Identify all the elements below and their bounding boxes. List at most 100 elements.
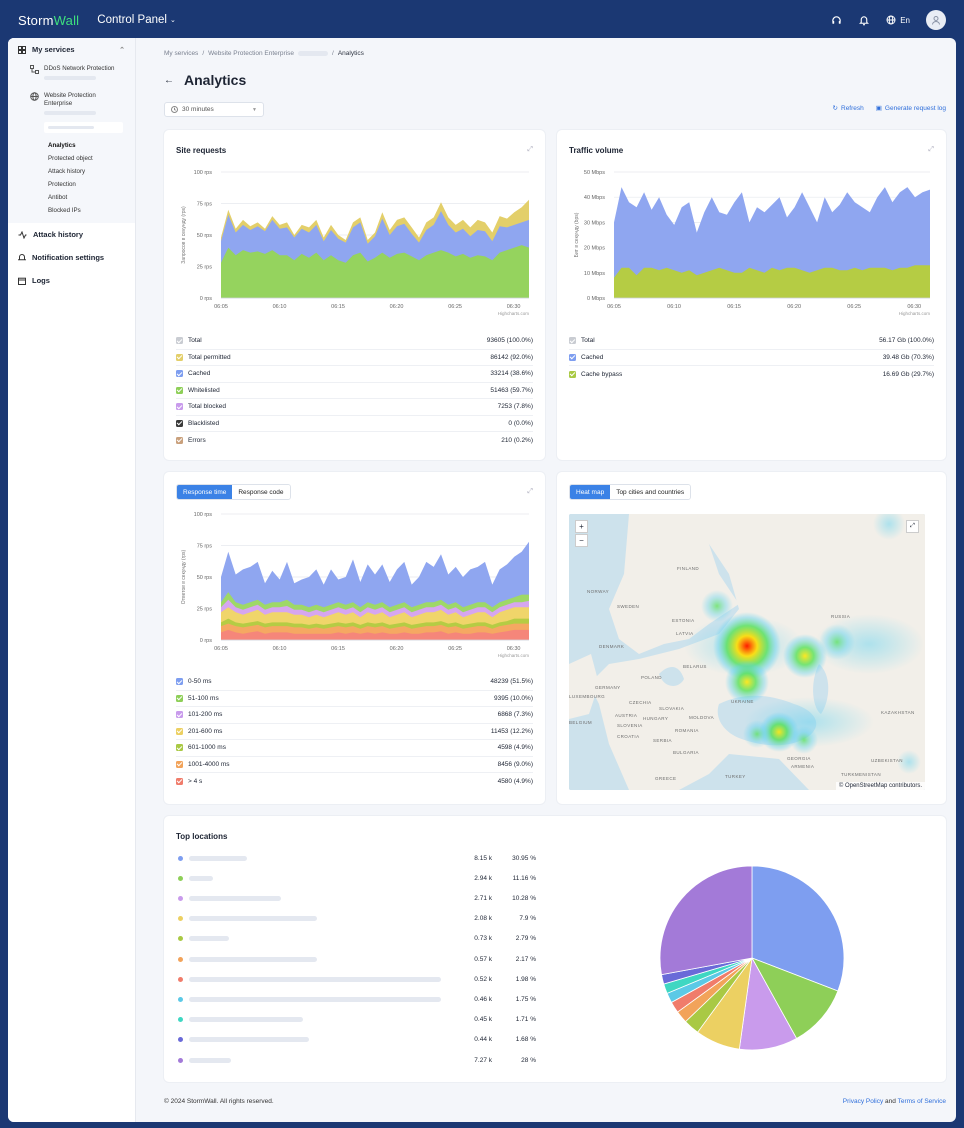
legend-row[interactable]: > 4 s 4580 (4.9%) — [176, 773, 533, 790]
period-select[interactable]: 30 minutes ▼ — [164, 102, 264, 117]
legend-row[interactable]: 101-200 ms 6868 (7.3%) — [176, 707, 533, 724]
checkbox-icon[interactable] — [176, 760, 183, 768]
sidebar-sub-blocked-ips[interactable]: Blocked IPs — [48, 207, 81, 215]
checkbox-icon[interactable] — [176, 337, 183, 345]
stormwall-logo[interactable]: Storm Wall — [18, 13, 79, 28]
refresh-button[interactable]: ↻ Refresh — [833, 104, 864, 113]
checkbox-icon[interactable] — [176, 403, 183, 411]
highcharts-credit[interactable]: Highcharts.com — [498, 653, 530, 658]
sidebar-sub-attack-history[interactable]: Attack history — [48, 168, 86, 176]
series-area[interactable] — [221, 245, 529, 298]
pie-slice[interactable] — [751, 957, 839, 1040]
map-label: HUNGARY — [643, 716, 669, 721]
sidebar-item-notification-settings[interactable]: Notification settings — [8, 246, 135, 269]
privacy-link[interactable]: Privacy Policy — [842, 1098, 884, 1105]
control-panel-menu[interactable]: Control Panel ⌄ — [97, 14, 176, 26]
expand-icon[interactable]: ⤢ — [527, 488, 533, 495]
sidebar-item-my-services[interactable]: My services ⌃ — [8, 38, 135, 61]
series-area[interactable] — [221, 629, 529, 640]
checkbox-icon[interactable] — [176, 727, 183, 735]
list-item[interactable]: 0.73 k 2.79 % — [178, 929, 538, 949]
checkbox-icon[interactable] — [176, 678, 183, 686]
expand-icon[interactable]: ⤢ — [928, 146, 934, 153]
checkbox-icon[interactable] — [176, 777, 183, 785]
list-item[interactable]: 0.57 k 2.17 % — [178, 949, 538, 969]
breadcrumb-service[interactable]: Website Protection Enterprise — [208, 50, 294, 57]
sidebar-service-wpe[interactable]: Website Protection Enterprise — [8, 84, 135, 119]
sidebar-sub-analytics[interactable]: Analytics — [48, 142, 76, 150]
top-bar: Storm Wall Control Panel ⌄ En — [0, 0, 964, 40]
highcharts-credit[interactable]: Highcharts.com — [498, 311, 530, 316]
legend-row[interactable]: Total 93605 (100.0%) — [176, 333, 533, 350]
bell-icon[interactable] — [858, 14, 870, 26]
checkbox-icon[interactable] — [176, 694, 183, 702]
legend-row[interactable]: 0-50 ms 48239 (51.5%) — [176, 674, 533, 691]
sidebar-service-ddos[interactable]: DDoS Network Protection — [8, 61, 135, 84]
tab-heat-map[interactable]: Heat map — [570, 485, 611, 499]
tab-top-cities[interactable]: Top cities and countries — [610, 485, 691, 499]
legend-row[interactable]: Cached 39.48 Gb (70.3%) — [569, 350, 934, 366]
pie-slice[interactable] — [751, 865, 845, 992]
traffic-volume-card: Traffic volume ⤢ 0 Mbps 10 Mbps 20 Mbps 30 … — [557, 130, 946, 460]
sidebar-item-attack-history[interactable]: Attack history — [8, 223, 135, 246]
legend-row[interactable]: 601-1000 ms 4598 (4.9%) — [176, 740, 533, 757]
legend-row[interactable]: Total 56.17 Gb (100.0%) — [569, 333, 934, 350]
list-item[interactable]: 0.45 k 1.71 % — [178, 1010, 538, 1030]
legend-row[interactable]: Cache bypass 16.69 Gb (29.7%) — [569, 366, 934, 383]
sidebar-item-logs[interactable]: Logs — [8, 269, 135, 292]
language-selector[interactable]: En — [886, 15, 910, 25]
list-item[interactable]: 7.27 k 28 % — [178, 1050, 538, 1070]
pie-slice[interactable] — [659, 865, 753, 976]
list-item[interactable]: 2.94 k 11.16 % — [178, 868, 538, 888]
heat-map[interactable]: FINLAND NORWAY SWEDEN ESTONIA LATVIA DEN… — [569, 514, 925, 790]
legend-row[interactable]: Total blocked 7253 (7.8%) — [176, 399, 533, 416]
legend-row[interactable]: 1001-4000 ms 8456 (9.0%) — [176, 757, 533, 773]
series-area[interactable] — [614, 265, 930, 298]
list-item[interactable]: 0.52 k 1.98 % — [178, 969, 538, 989]
legend-row[interactable]: Total permitted 86142 (92.0%) — [176, 350, 533, 366]
sidebar-sub-antibot[interactable]: Antibot — [48, 194, 68, 202]
legend-row[interactable]: Errors 210 (0.2%) — [176, 432, 533, 449]
legend-row[interactable]: Blacklisted 0 (0.0%) — [176, 416, 533, 432]
checkbox-icon[interactable] — [569, 370, 576, 378]
back-arrow-icon[interactable]: ← — [164, 74, 174, 86]
list-item[interactable]: 8.15 k 30.95 % — [178, 848, 538, 868]
checkbox-icon[interactable] — [176, 744, 183, 752]
headset-icon[interactable] — [830, 14, 842, 26]
fullscreen-icon[interactable]: ⤢ — [906, 520, 919, 533]
legend-label: Total — [581, 337, 595, 345]
sidebar-sub-protected-object[interactable]: Protected object — [48, 155, 93, 163]
legend-row[interactable]: 51-100 ms 9395 (10.0%) — [176, 691, 533, 707]
terms-link[interactable]: Terms of Service — [897, 1098, 946, 1105]
generate-log-button[interactable]: ▣ Generate request log — [876, 104, 946, 113]
checkbox-icon[interactable] — [176, 419, 183, 427]
list-item[interactable]: 2.71 k 10.28 % — [178, 888, 538, 908]
breadcrumb-my-services[interactable]: My services — [164, 50, 199, 57]
checkbox-icon[interactable] — [569, 353, 576, 361]
legend-row[interactable]: 201-600 ms 11453 (12.2%) — [176, 724, 533, 740]
logo-storm: Storm — [18, 12, 54, 28]
list-item[interactable]: 0.44 k 1.68 % — [178, 1030, 538, 1050]
legend-row[interactable]: Cached 33214 (38.6%) — [176, 366, 533, 383]
map-attribution[interactable]: © OpenStreetMap contributors. — [835, 782, 925, 790]
list-item[interactable]: 2.08 k 7.9 % — [178, 909, 538, 929]
expand-icon[interactable]: ⤢ — [527, 146, 533, 153]
dot-icon — [178, 936, 183, 942]
highcharts-credit[interactable]: Highcharts.com — [899, 311, 931, 316]
checkbox-icon[interactable] — [176, 436, 183, 444]
domain-select-redacted[interactable] — [44, 122, 123, 134]
zoom-in-button[interactable]: + — [575, 520, 588, 533]
tab-response-code[interactable]: Response code — [232, 485, 290, 499]
zoom-out-button[interactable]: − — [575, 534, 588, 547]
avatar[interactable] — [926, 10, 946, 30]
sidebar-sub-protection[interactable]: Protection — [48, 181, 76, 189]
list-item[interactable]: 0.46 k 1.75 % — [178, 989, 538, 1009]
checkbox-icon[interactable] — [176, 386, 183, 394]
tab-response-time[interactable]: Response time — [177, 485, 233, 499]
legend-row[interactable]: Whitelisted 51463 (59.7%) — [176, 383, 533, 399]
checkbox-icon[interactable] — [569, 337, 576, 345]
checkbox-icon[interactable] — [176, 353, 183, 361]
zoom-controls: + − — [575, 520, 588, 547]
checkbox-icon[interactable] — [176, 711, 183, 719]
checkbox-icon[interactable] — [176, 370, 183, 378]
